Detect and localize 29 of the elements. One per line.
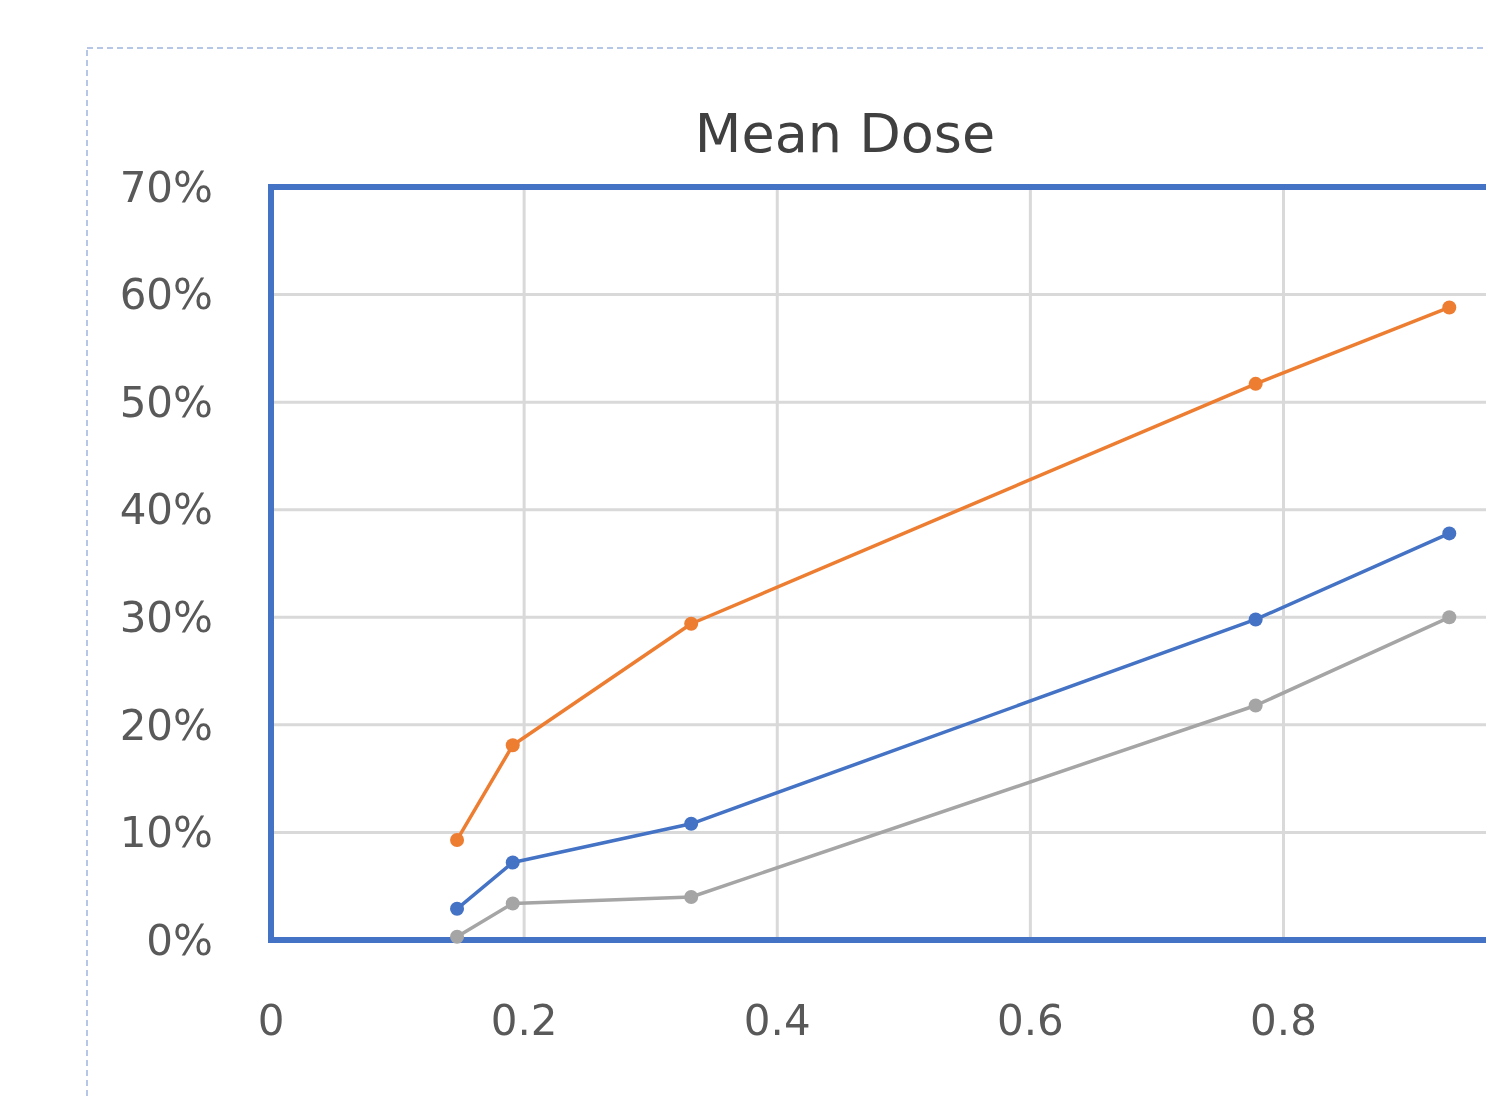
x-tick-label: 0.8 xyxy=(1250,995,1317,1045)
x-tick-label: 0.4 xyxy=(743,995,811,1045)
point xyxy=(1442,300,1457,315)
y-tick-label: 20% xyxy=(119,700,213,750)
point xyxy=(505,855,520,870)
point xyxy=(1248,612,1263,627)
point xyxy=(1442,526,1457,541)
y-tick-label: 10% xyxy=(119,808,213,858)
y-tick-label: 70% xyxy=(119,162,213,212)
y-tick-label: 0% xyxy=(146,915,213,965)
y-tick-label: 50% xyxy=(119,377,213,427)
point xyxy=(684,616,699,631)
point xyxy=(505,896,520,911)
y-tick-label: 40% xyxy=(119,485,213,535)
point xyxy=(1442,610,1457,625)
point xyxy=(1248,698,1263,713)
x-tick-label: 0 xyxy=(257,995,285,1045)
point xyxy=(1248,376,1263,391)
x-tick-label: 0.2 xyxy=(490,995,558,1045)
point xyxy=(450,929,465,944)
x-tick-label: 0.6 xyxy=(996,995,1064,1045)
point xyxy=(450,901,465,916)
y-tick-label: 30% xyxy=(119,592,213,642)
point xyxy=(505,738,520,753)
chart-title: Mean Dose xyxy=(694,102,996,165)
point xyxy=(684,816,699,831)
y-tick-label: 60% xyxy=(119,270,213,320)
point xyxy=(684,889,699,904)
point xyxy=(450,832,465,847)
